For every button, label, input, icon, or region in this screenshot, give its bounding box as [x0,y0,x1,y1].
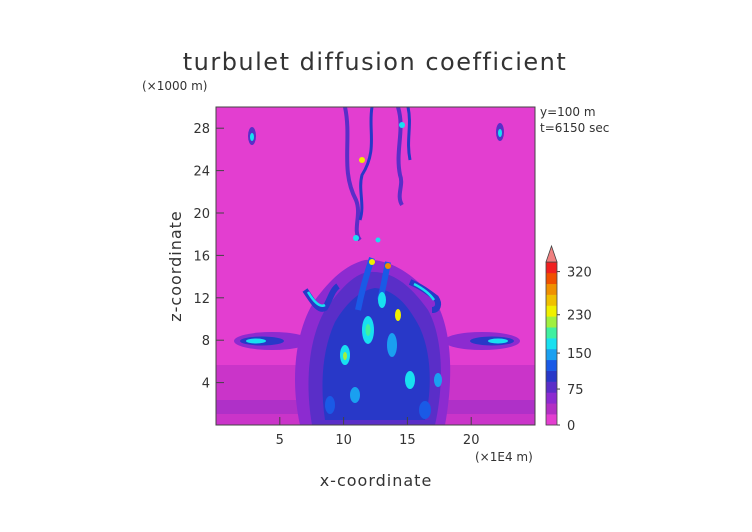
plume-peak-1 [369,259,375,265]
hotspot-11 [378,292,386,308]
colorbar-segment [546,414,557,426]
colorbar-segment [546,283,557,295]
colorbar-segment [546,305,557,317]
colorbar-segment [546,294,557,306]
filament-spot-3 [353,235,359,241]
colorbar-segment [546,403,557,415]
filament-left [343,107,362,242]
filament-spot-2 [399,122,405,128]
y-tick-label: 28 [193,122,210,137]
annotation-t: t=6150 sec [540,121,609,135]
y-axis-label: z-coordinate [166,210,185,322]
colorbar-segment [546,359,557,371]
y-axis: 4 8 12 16 20 24 28 [193,122,224,392]
left-jet-core [246,338,266,344]
hotspot-8 [350,387,360,403]
hotspot-9 [419,401,431,419]
colorbar-tick-label: 150 [567,347,592,362]
colorbar-extend-arrow [545,244,558,263]
x-axis: 5 10 15 20 [276,417,480,448]
left-upper-spot-core [250,133,254,141]
plume-peak-3 [375,237,381,243]
y-tick-label: 16 [193,249,210,264]
hotspot-10 [325,396,335,414]
plume-peak-2 [385,263,391,269]
x-tick-label: 10 [335,433,352,448]
hotspot-2 [343,352,347,360]
colorbar: 0 75 150 230 320 [545,244,592,434]
hotspot-4 [365,324,371,336]
hotspot-6 [405,371,415,389]
annotation-y: y=100 m [540,105,596,119]
chart-title: turbulet diffusion coefficient [183,48,568,76]
hotspot-12 [395,309,401,321]
x-tick-label: 15 [399,433,416,448]
plume-left-arm [302,283,340,312]
colorbar-tick-label: 75 [567,383,584,398]
plot-frame [215,106,536,426]
y-tick-label: 24 [193,165,210,180]
y-tick-label: 20 [193,207,210,222]
right-jet-core [488,338,508,344]
colorbar-segment [546,338,557,350]
y-unit-label: (×1000 m) [142,79,207,93]
y-tick-label: 8 [202,334,210,349]
hotspot-5 [387,333,397,357]
filament-spot-1 [359,157,365,163]
plume-inner [322,288,430,420]
filament-mid [358,107,374,221]
plume-right-arm-core [413,282,436,301]
plume-left-arm-core [306,291,326,307]
x-tick-label: 5 [276,433,284,448]
colorbar-segment [546,316,557,328]
y-tick-label: 12 [193,292,210,307]
colorbar-segment [546,327,557,339]
y-tick-label: 4 [202,377,210,392]
x-unit-label: (×1E4 m) [475,450,533,464]
x-tick-label: 20 [463,433,480,448]
filament-right-b [406,107,412,161]
plot-area [216,107,535,425]
colorbar-tick-label: 320 [567,266,592,281]
colorbar-segment [546,262,557,274]
colorbar-segment [546,392,557,404]
colorbar-tick-label: 230 [567,309,592,324]
colorbar-segment [546,381,557,393]
right-upper-spot-core [498,129,502,137]
x-axis-label: x-coordinate [320,471,433,490]
colorbar-tick-label: 0 [567,419,575,434]
hotspot-7 [434,373,442,387]
colorbar-segment [546,272,557,285]
colorbar-segment [546,370,557,382]
colorbar-segment [546,348,557,361]
